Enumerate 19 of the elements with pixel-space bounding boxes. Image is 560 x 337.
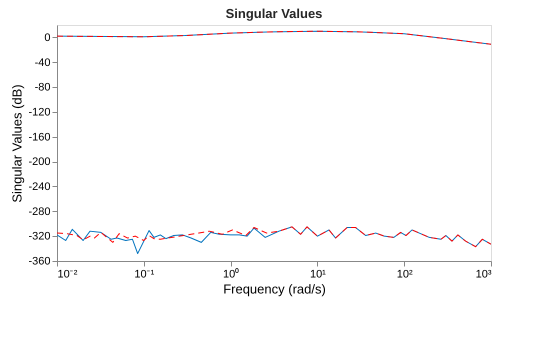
- y-tick-label: -280: [28, 206, 50, 218]
- x-tick-label: 10⁰: [222, 268, 240, 280]
- x-tick-label: 10⁻¹: [134, 268, 155, 280]
- y-tick-label: -120: [28, 106, 50, 118]
- y-tick-label: -200: [28, 156, 50, 168]
- y-tick-label: -40: [34, 56, 50, 69]
- x-tick-label: 10²: [396, 268, 413, 280]
- x-tick-label: 10¹: [310, 268, 326, 280]
- y-tick-label: -80: [34, 82, 50, 94]
- chart-title: Singular Values: [226, 6, 322, 21]
- x-tick-label: 10³: [476, 268, 492, 280]
- y-tick-label: -240: [28, 180, 50, 193]
- x-axis-title: Frequency (rad/s): [223, 282, 326, 296]
- y-tick-label: -360: [28, 256, 50, 268]
- y-tick-label: -160: [28, 131, 50, 144]
- x-tick-label: 10⁻²: [58, 268, 78, 280]
- y-axis-title: Singular Values (dB): [9, 84, 24, 203]
- y-tick-label: 0: [44, 32, 50, 44]
- y-tick-label: -320: [28, 230, 50, 243]
